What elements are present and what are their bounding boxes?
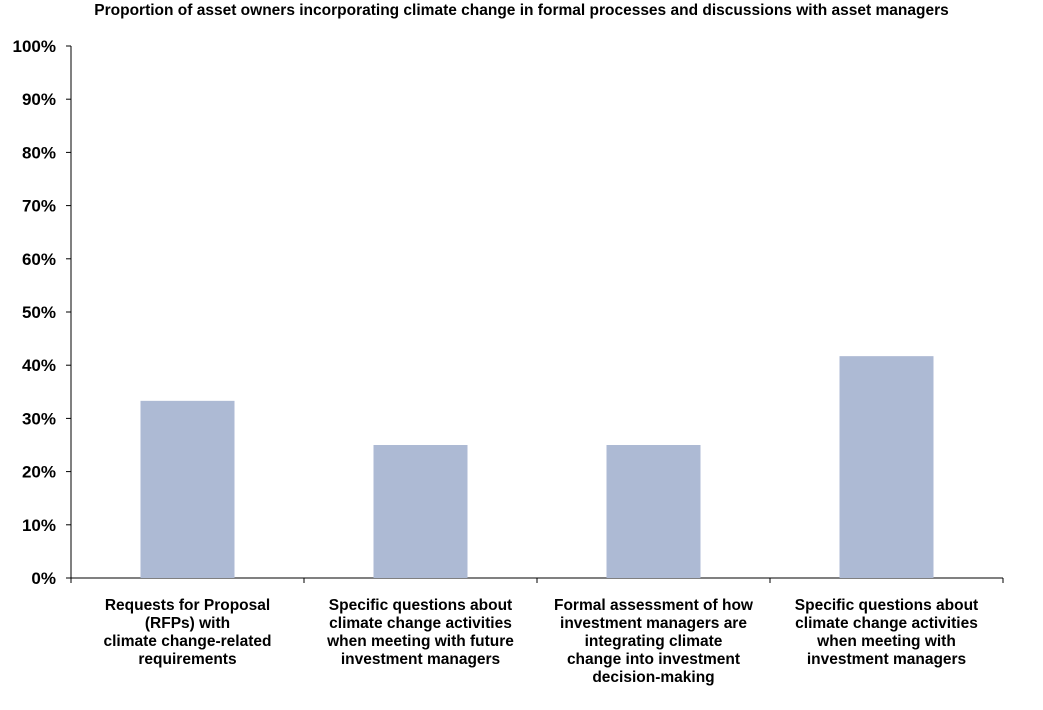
y-tick-label: 40%	[22, 356, 56, 375]
y-tick-label: 80%	[22, 143, 56, 162]
y-tick-label: 30%	[22, 409, 56, 428]
y-tick-label: 50%	[22, 303, 56, 322]
x-tick-label: Specific questions about climate change a…	[795, 597, 978, 668]
bar	[839, 356, 934, 578]
y-tick-label: 100%	[13, 37, 56, 56]
y-tick-label: 90%	[22, 90, 56, 109]
bar	[373, 445, 468, 578]
x-tick-label: Formal assessment of how investment manag…	[554, 597, 754, 686]
y-tick-label: 10%	[22, 516, 56, 535]
bars	[140, 356, 934, 578]
chart-title: Proportion of asset owners incorporating…	[94, 2, 949, 19]
y-tick-label: 0%	[31, 569, 56, 588]
x-tick-label: Requests for Proposal (RFPs) with climate …	[104, 597, 272, 668]
bar	[606, 445, 701, 578]
x-tick-label: Specific questions about climate change a…	[326, 597, 514, 668]
labels: 0% 10% 20% 30% 40% 50% 60% 70% 80% 90% 100% Request…	[13, 37, 979, 686]
y-tick-label: 20%	[22, 463, 56, 482]
bar	[140, 400, 235, 578]
y-tick-label: 60%	[22, 250, 56, 269]
y-tick-label: 70%	[22, 197, 56, 216]
